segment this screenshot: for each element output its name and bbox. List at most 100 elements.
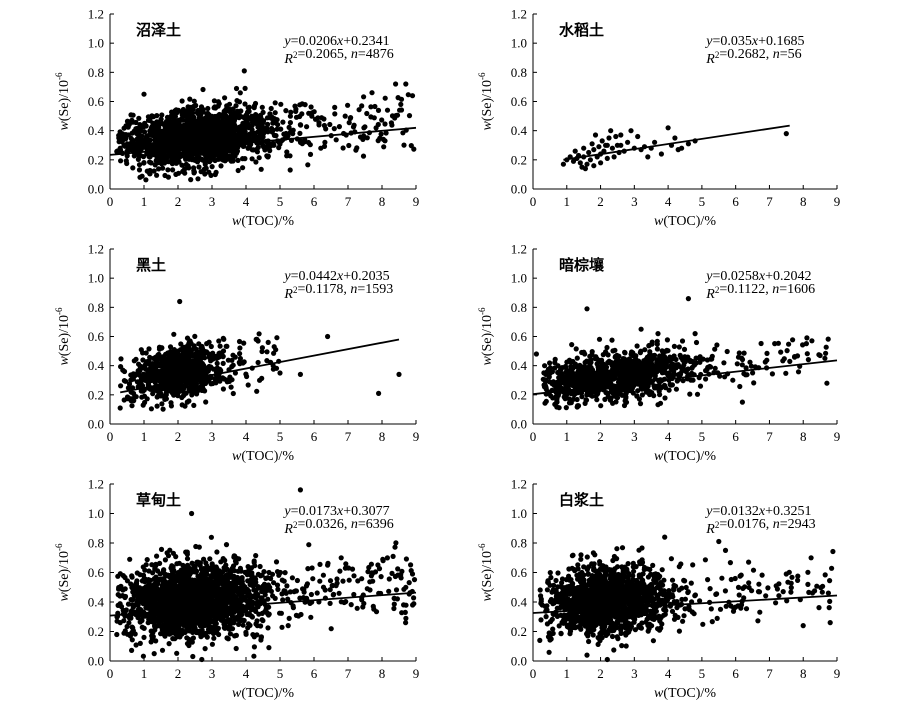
data-point xyxy=(168,375,174,381)
data-point xyxy=(220,360,226,366)
data-point xyxy=(164,114,171,120)
data-point xyxy=(809,338,815,344)
panel-title: 沼泽土 xyxy=(136,21,181,39)
data-point xyxy=(231,128,237,134)
data-point xyxy=(825,336,831,342)
x-axis-label: w(TOC)/% xyxy=(654,449,716,464)
data-point xyxy=(173,171,179,177)
data-point xyxy=(662,395,668,401)
data-point xyxy=(406,113,413,119)
data-point xyxy=(405,92,411,98)
x-tick-label: 8 xyxy=(800,194,807,209)
data-point xyxy=(196,164,202,170)
data-point xyxy=(654,338,660,344)
data-point xyxy=(784,348,790,354)
data-point xyxy=(543,371,549,377)
data-point xyxy=(230,352,236,358)
x-tick-label: 8 xyxy=(800,429,807,444)
data-point xyxy=(364,110,370,117)
data-point xyxy=(656,388,662,394)
data-point xyxy=(605,360,611,366)
data-point xyxy=(217,127,223,133)
data-point xyxy=(253,159,259,165)
data-point xyxy=(612,347,618,353)
data-point xyxy=(378,574,384,580)
data-point xyxy=(134,379,140,385)
data-point xyxy=(166,354,172,360)
data-point xyxy=(822,355,828,361)
y-tick-label: 1.0 xyxy=(511,36,527,51)
data-point xyxy=(573,346,579,352)
data-point xyxy=(139,394,145,400)
data-point xyxy=(316,122,322,128)
data-point xyxy=(327,578,334,584)
data-point xyxy=(584,306,590,312)
data-point xyxy=(160,406,166,412)
data-point xyxy=(400,130,406,136)
data-point xyxy=(804,335,810,341)
data-point xyxy=(552,365,558,371)
data-point xyxy=(638,326,644,332)
data-point xyxy=(572,362,578,369)
data-point xyxy=(398,101,404,107)
data-point xyxy=(237,90,243,96)
data-point xyxy=(217,343,223,349)
data-point xyxy=(133,126,139,132)
data-point xyxy=(351,122,357,128)
data-point xyxy=(186,398,192,404)
data-point xyxy=(676,344,682,350)
data-point xyxy=(554,385,560,391)
data-point xyxy=(552,356,558,362)
data-point xyxy=(588,372,594,378)
data-point xyxy=(274,117,280,123)
data-point xyxy=(141,91,147,97)
data-point xyxy=(293,114,300,120)
data-point xyxy=(265,141,271,147)
data-point xyxy=(166,153,172,159)
data-point xyxy=(346,120,352,126)
data-point xyxy=(182,170,188,176)
data-point xyxy=(604,142,610,148)
data-point xyxy=(311,109,317,115)
x-tick-label: 4 xyxy=(243,666,250,681)
data-point xyxy=(177,363,183,369)
data-point xyxy=(117,601,123,607)
data-point xyxy=(187,148,193,154)
data-point xyxy=(625,139,631,145)
data-point xyxy=(274,335,280,341)
data-point xyxy=(817,352,823,359)
data-point xyxy=(587,358,594,364)
data-point xyxy=(199,384,206,390)
y-tick-label: 0.0 xyxy=(88,654,104,669)
data-point xyxy=(124,141,130,147)
data-point xyxy=(325,333,331,340)
data-point xyxy=(156,346,163,352)
data-point xyxy=(568,373,574,379)
y-tick-label: 0.6 xyxy=(88,329,105,344)
data-point xyxy=(778,349,784,355)
data-point xyxy=(327,600,333,607)
data-point xyxy=(191,343,197,349)
data-point xyxy=(162,124,168,130)
data-point xyxy=(647,391,653,398)
data-point xyxy=(638,348,644,354)
y-tick-label: 0.4 xyxy=(511,358,528,373)
regression-stats: R2=0.1122, n=1606 xyxy=(705,282,815,302)
data-point xyxy=(138,134,144,140)
data-point xyxy=(283,130,289,137)
data-point xyxy=(237,351,243,357)
data-point xyxy=(191,168,197,174)
data-point xyxy=(180,106,186,113)
data-point xyxy=(244,121,250,127)
data-point xyxy=(665,125,671,131)
data-point xyxy=(591,163,597,169)
data-point xyxy=(596,336,603,342)
data-point xyxy=(679,338,686,344)
data-point xyxy=(241,128,247,134)
data-point xyxy=(219,148,225,154)
x-tick-label: 7 xyxy=(766,429,773,444)
data-point xyxy=(237,345,243,351)
data-point xyxy=(336,590,342,596)
data-point xyxy=(323,126,329,132)
data-point xyxy=(212,157,218,164)
